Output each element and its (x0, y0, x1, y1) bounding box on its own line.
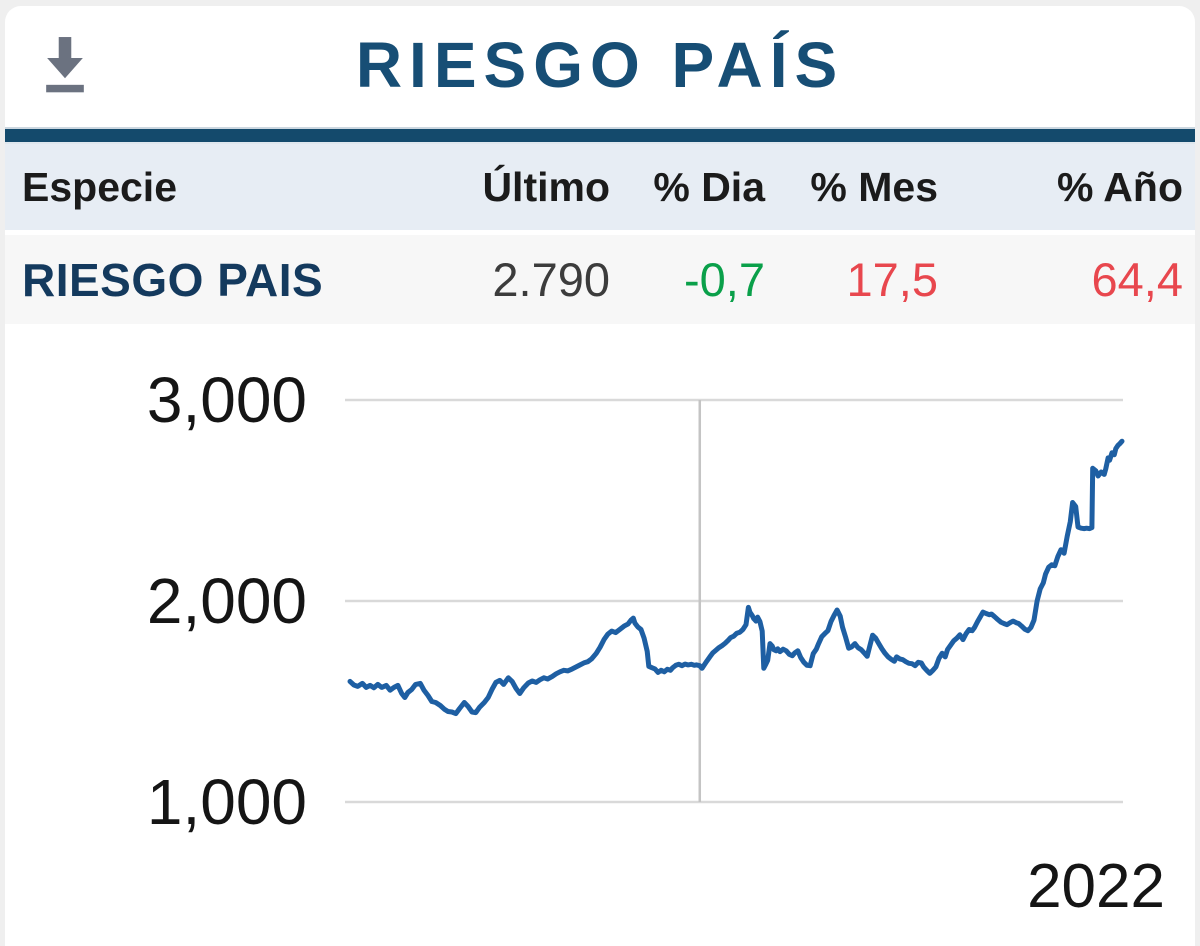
y-axis-tick-3000: 3,000 (146, 364, 307, 436)
download-icon (46, 37, 84, 93)
cell-pct-ano: 64,4 (1091, 253, 1183, 306)
riesgo-pais-chart: 3,000 2,000 1,000 2022 (5, 324, 1195, 944)
riesgo-pais-widget: RIESGO PAÍS Especie Último % Dia % Mes %… (5, 6, 1195, 946)
price-line-chart (345, 398, 1125, 804)
page-title: RIESGO PAÍS (355, 29, 845, 101)
column-header-ultimo: Último (482, 163, 610, 210)
column-header-ano: % Año (1056, 163, 1183, 210)
table-header-row: Especie Último % Dia % Mes % Año (5, 144, 1195, 230)
table-row[interactable]: RIESGO PAIS 2.790 -0,7 17,5 64,4 (5, 235, 1195, 324)
column-header-mes: % Mes (810, 163, 938, 210)
download-button[interactable] (33, 24, 97, 108)
x-axis-label-year: 2022 (1027, 852, 1165, 921)
cell-pct-mes: 17,5 (846, 253, 938, 306)
column-header-especie: Especie (22, 163, 177, 210)
cell-pct-dia: -0,7 (684, 253, 765, 306)
column-header-dia: % Dia (653, 163, 765, 210)
cell-especie: RIESGO PAIS (22, 253, 324, 306)
cell-ultimo: 2.790 (492, 253, 610, 306)
y-axis-tick-1000: 1,000 (146, 766, 307, 838)
divider-bar (5, 127, 1195, 144)
widget-header: RIESGO PAÍS (5, 6, 1195, 127)
y-axis-tick-2000: 2,000 (146, 565, 307, 637)
